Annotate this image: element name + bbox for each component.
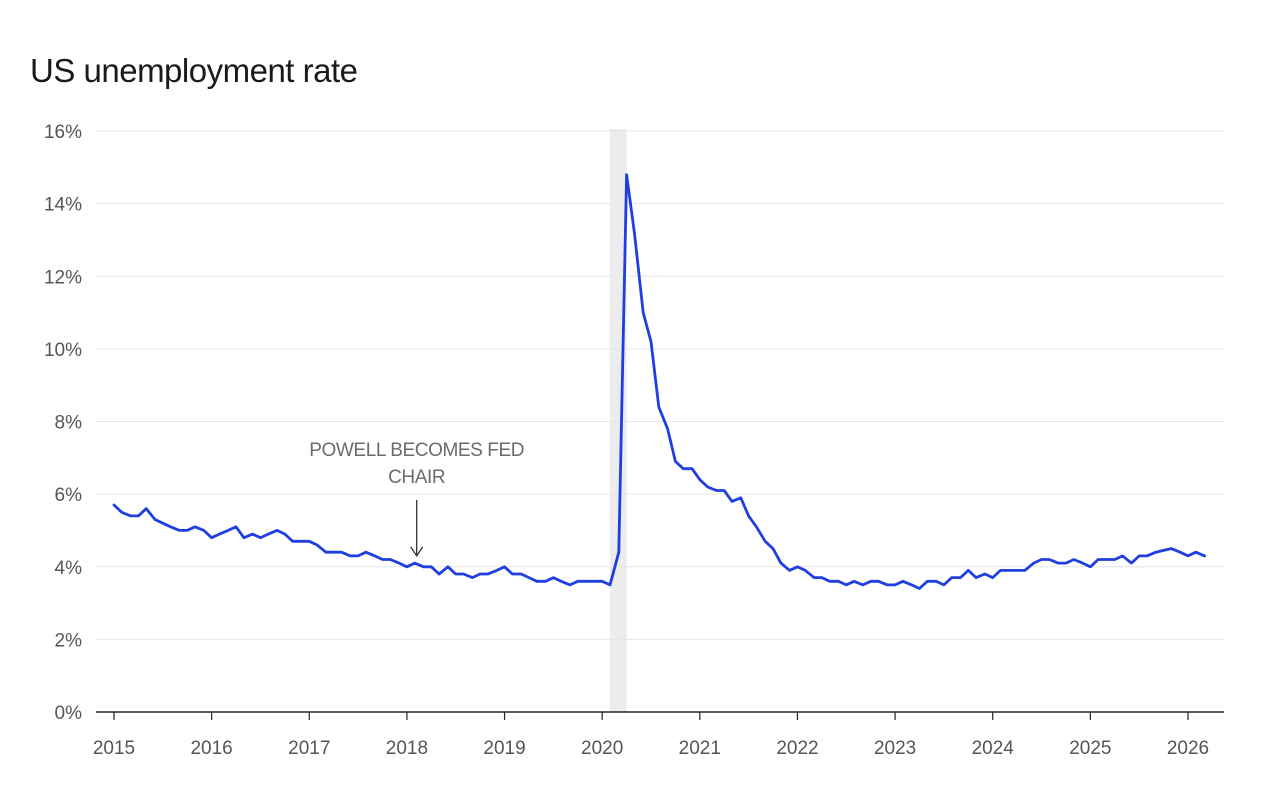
annotation-layer: POWELL BECOMES FED CHAIR bbox=[309, 440, 525, 558]
y-tick-label: 6% bbox=[55, 485, 83, 506]
y-tick-label: 8% bbox=[55, 413, 83, 434]
annotation-text: CHAIR bbox=[388, 467, 445, 488]
chart-title: US unemployment rate bbox=[30, 52, 358, 89]
y-tick-label: 10% bbox=[44, 340, 82, 361]
x-tick-label: 2023 bbox=[874, 738, 916, 759]
y-tick-label: 16% bbox=[44, 122, 82, 143]
y-tick-label: 2% bbox=[55, 630, 83, 651]
x-tick-label: 2015 bbox=[93, 738, 135, 759]
y-tick-label: 4% bbox=[55, 558, 83, 579]
axes: 0% 2% 4% 6% 8% 10% 12% 14% 16% 2015 2016 2017 2018 20… bbox=[44, 122, 1224, 759]
x-tick-label: 2025 bbox=[1069, 738, 1111, 759]
x-tick-label: 2024 bbox=[972, 738, 1015, 759]
x-tick-label: 2017 bbox=[288, 738, 330, 759]
x-tick-label: 2019 bbox=[483, 738, 525, 759]
y-tick-label: 0% bbox=[55, 703, 83, 724]
recession-band bbox=[609, 129, 627, 712]
x-tick-label: 2026 bbox=[1167, 738, 1209, 759]
series-layer bbox=[112, 173, 1206, 590]
x-tick-label: 2018 bbox=[386, 738, 428, 759]
y-tick-label: 12% bbox=[44, 267, 82, 288]
y-tick-label: 14% bbox=[44, 195, 82, 216]
grid-lines bbox=[96, 130, 1224, 640]
x-tick-label: 2021 bbox=[679, 738, 721, 759]
recession-band-layer bbox=[609, 129, 627, 712]
annotation-text: POWELL BECOMES FED bbox=[309, 440, 524, 461]
x-tick-label: 2022 bbox=[776, 738, 818, 759]
annotation-arrow-head bbox=[410, 546, 424, 558]
series-line-0 bbox=[112, 173, 1206, 590]
x-tick-label: 2016 bbox=[190, 738, 232, 759]
x-tick-label: 2020 bbox=[581, 738, 623, 759]
